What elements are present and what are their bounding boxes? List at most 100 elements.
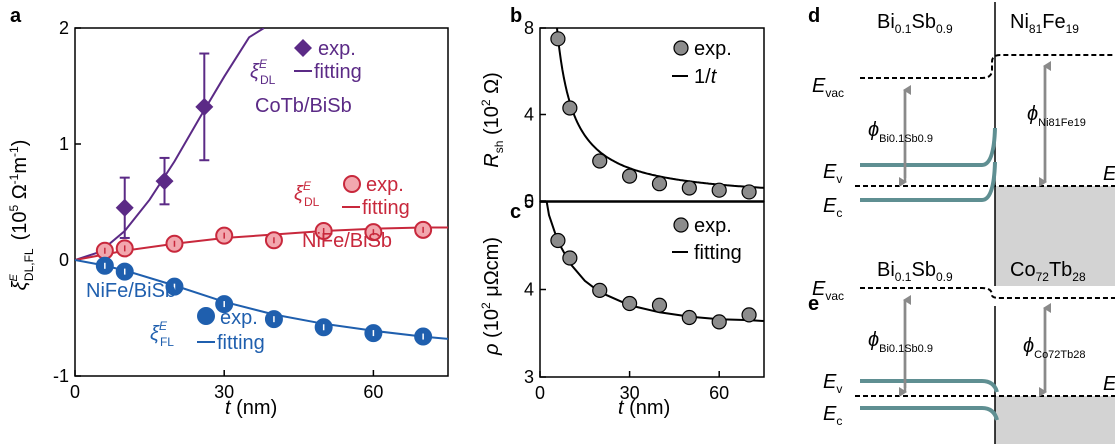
d-phi-right-label: ϕNi81Fe19 (1027, 103, 1086, 129)
legend-red-label: NiFe/BiSb (302, 230, 392, 252)
legend-red-fit: fitting (362, 197, 410, 219)
d-metal-fill (995, 186, 1115, 286)
e-evac-line (860, 287, 1115, 299)
legend-blue: NiFe/BiSb ξE FL exp. fitting (86, 280, 265, 354)
b-fit-curve (555, 28, 764, 189)
e-evac-label: Evac (812, 278, 844, 303)
d-evac-line (860, 54, 1115, 79)
panel-e (855, 287, 1115, 444)
c-xtick-label: 30 (620, 383, 640, 403)
a-point-purple (115, 198, 134, 217)
legend-blue-marker (197, 307, 215, 325)
panel-b-fit-line (555, 28, 764, 189)
legend-c-marker (673, 217, 689, 233)
b-point (550, 31, 566, 47)
b-point (621, 168, 638, 184)
a-xtick-label: 0 (70, 382, 80, 402)
panel-c-ticks: 0 30 60 3 4 5 (524, 192, 729, 403)
panel-a-ylabel: ξE DL,FL(105 Ω-1m-1) (7, 140, 36, 291)
b-ytick-label: 4 (524, 105, 534, 125)
panel-c-points (550, 232, 757, 330)
c-point (711, 314, 727, 330)
e-ev-label: Ev (823, 371, 842, 396)
panel-b-ylabel: Rsh (102 Ω) (479, 72, 506, 167)
panel-a-points (95, 52, 433, 346)
panel-d-label: d (808, 5, 820, 27)
panel-e-label: e (808, 293, 819, 315)
b-point (562, 100, 578, 116)
a-ytick-label: -1 (53, 366, 69, 386)
legend-purple-label: CoTb/BiSb (255, 95, 352, 117)
a-point-purple (155, 172, 174, 191)
a-xtick-label: 30 (214, 382, 234, 402)
legend-blue-exp: exp. (220, 307, 258, 329)
b-point (592, 153, 608, 169)
e-ec-label: Ec (823, 403, 842, 428)
a-ytick-label: 2 (59, 18, 69, 38)
panel-b: b 0 4 8 Rsh (102 Ω) exp. 1/t (479, 5, 765, 211)
panel-b-ticks: 0 4 8 (524, 18, 546, 211)
c-point (562, 250, 578, 266)
a-fit-purple (75, 28, 265, 261)
c-xtick-label: 60 (709, 383, 729, 403)
b-point (741, 184, 757, 200)
c-point (681, 309, 697, 326)
c-ytick-label: 3 (524, 367, 534, 387)
c-ytick-label: 5 (524, 192, 534, 212)
e-phi-left-label: ϕBi0.1Sb0.9 (868, 329, 933, 355)
panel-d (855, 2, 1115, 286)
legend-red-exp: exp. (366, 174, 404, 196)
e-ef-label: E (1103, 373, 1115, 395)
c-ytick-label: 4 (524, 280, 534, 300)
legend-purple-exp: exp. (318, 38, 356, 60)
e-ev-band (860, 379, 999, 393)
a-xtick-label: 60 (363, 382, 383, 402)
c-point (651, 297, 668, 313)
e-metal-fill (995, 396, 1115, 444)
panel-e-labels: e Bi0.1Sb0.9 Co72Tb28 Evac Ev Ec E ϕBi0.… (808, 259, 1115, 428)
d-ec-band (860, 161, 997, 202)
panel-a-xlabel: t (nm) (225, 397, 277, 419)
legend-blue-fit: fitting (217, 332, 265, 354)
d-ev-band (860, 127, 997, 167)
legend-c-fit: fitting (694, 242, 742, 264)
panel-c-ylabel: ρ (102 μΩcm) (479, 237, 503, 356)
legend-b-exp: exp. (694, 38, 732, 60)
c-point (592, 282, 608, 298)
legend-blue-label: NiFe/BiSb (86, 280, 176, 302)
a-point-purple (195, 97, 214, 116)
d-ec-label: Ec (823, 195, 842, 220)
panel-b-label: b (510, 5, 522, 27)
legend-red: ξE DL exp. fitting NiFe/BiSb (294, 174, 410, 252)
d-evac-label: Evac (812, 75, 844, 100)
panel-a-label: a (10, 5, 22, 27)
d-ev-label: Ev (823, 161, 842, 186)
panel-c-label: c (510, 201, 521, 223)
c-point (621, 295, 638, 312)
a-ytick-label: 1 (59, 134, 69, 154)
legend-b-marker (673, 40, 689, 56)
b-point (651, 176, 668, 192)
b-ytick-label: 0 (524, 191, 534, 211)
a-ytick-label: 0 (59, 250, 69, 270)
legend-purple: ξE DL exp. fitting CoTb/BiSb (250, 38, 362, 117)
d-left-material: Bi0.1Sb0.9 (877, 11, 953, 36)
e-phi-right-label: ϕCo72Tb28 (1023, 335, 1086, 361)
legend-c-exp: exp. (694, 215, 732, 237)
e-left-material: Bi0.1Sb0.9 (877, 259, 953, 284)
b-ytick-label: 8 (524, 18, 534, 38)
svg-text:ρ (102 μΩcm): ρ (102 μΩcm) (479, 237, 503, 356)
legend-b-fit: 1/t (694, 66, 718, 88)
legend-red-marker (343, 175, 361, 193)
legend-purple-sym: ξE DL (250, 57, 276, 87)
b-point (681, 180, 697, 196)
c-point (741, 307, 757, 323)
panel-a-frame (74, 27, 449, 377)
panel-d-labels: d Bi0.1Sb0.9 Ni81Fe19 Evac Ev Ec E ϕBi0.… (808, 5, 1115, 220)
d-phi-left-label: ϕBi0.1Sb0.9 (868, 119, 933, 145)
panel-b-points (550, 31, 757, 200)
c-xtick-label: 0 (535, 383, 545, 403)
